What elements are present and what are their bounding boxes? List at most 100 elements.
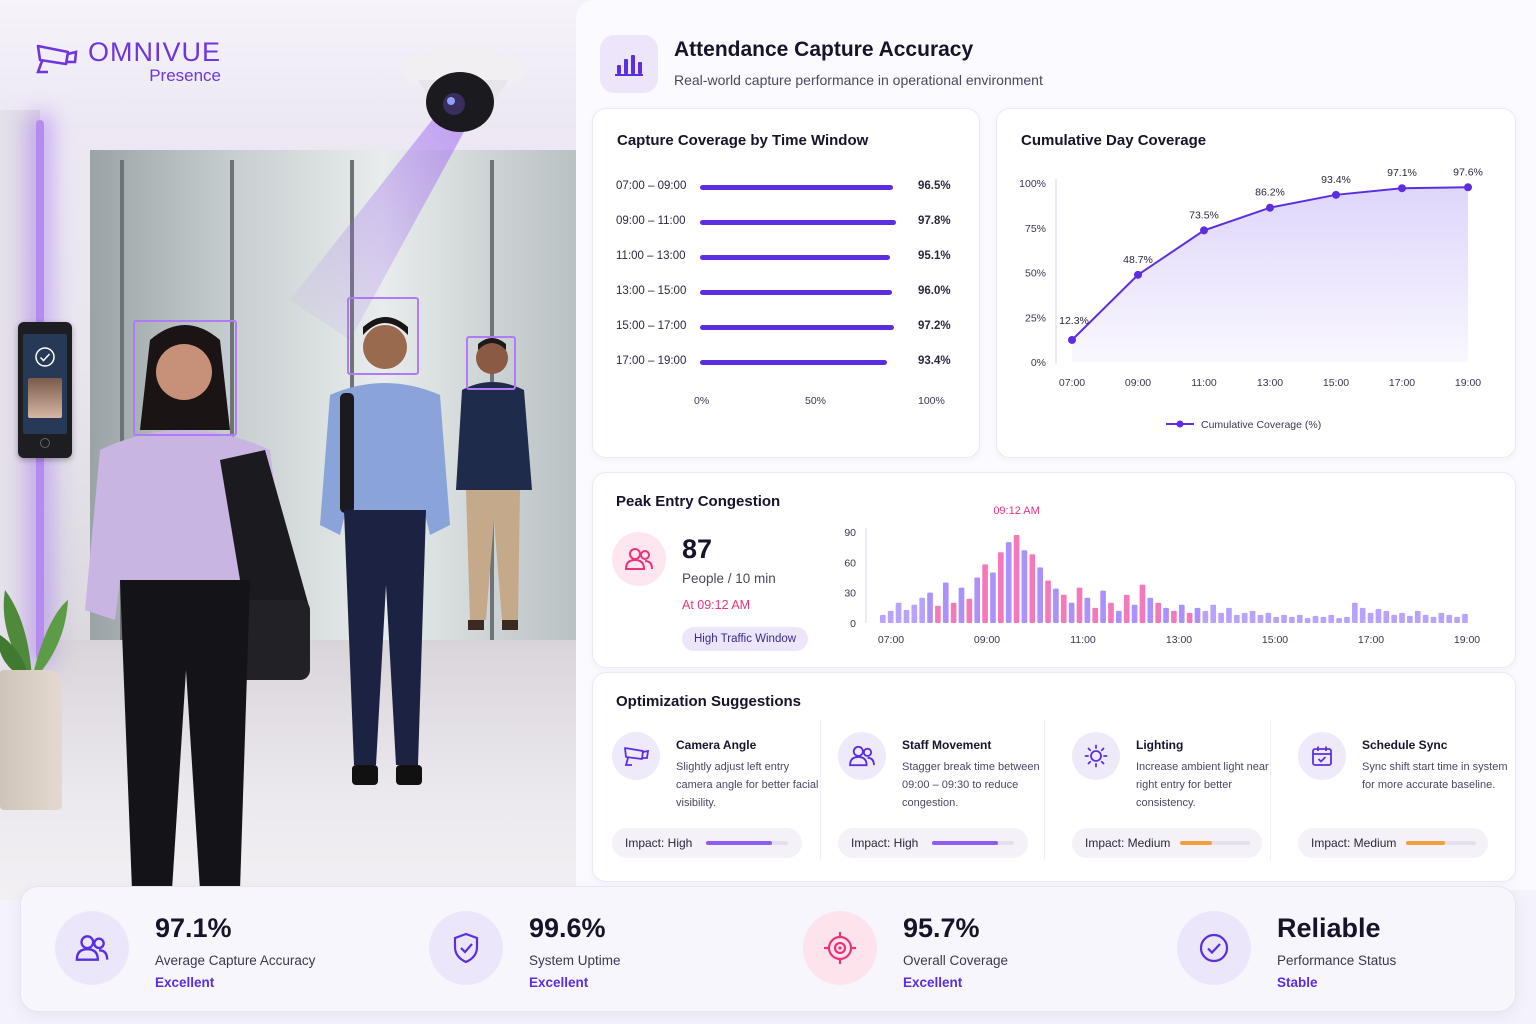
brand-name: OMNIVUE (88, 37, 222, 67)
histogram-bar (1430, 616, 1437, 623)
histogram-bar (1383, 610, 1390, 623)
kpi-icon-tile (55, 911, 129, 985)
histogram-bar (935, 605, 941, 623)
suggestion-desc: Sync shift start time in system for more… (1362, 761, 1508, 791)
kpi-value: Reliable (1277, 913, 1381, 943)
impact-pill: Impact: High (612, 828, 802, 858)
users-icon (75, 935, 109, 961)
suggestion-staff-movement[interactable]: Staff Movement Stagger break time betwee… (838, 720, 1058, 864)
x-tick: 11:00 (1191, 377, 1217, 389)
data-point (1200, 226, 1208, 235)
histogram-bar (1053, 588, 1059, 623)
bar-label: 11:00 – 13:00 (616, 250, 686, 262)
bar-track (700, 185, 900, 190)
impact-label: Impact: High (625, 836, 693, 850)
glass-frame (120, 160, 124, 660)
histogram-bar (1210, 604, 1217, 623)
histogram-bar (1186, 612, 1193, 623)
bar-row: 09:00 – 11:00 97.8% (616, 215, 956, 235)
x-tick: 07:00 (878, 634, 904, 646)
histogram-bar (1320, 616, 1327, 623)
suggestion-schedule-sync[interactable]: Schedule Sync Sync shift start time in s… (1298, 720, 1518, 864)
histogram-bar (1147, 597, 1154, 623)
high-traffic-badge: High Traffic Window (682, 627, 809, 651)
histogram-bar (950, 602, 957, 623)
histogram-bar (1375, 608, 1382, 623)
kpi-status: Excellent (155, 975, 215, 990)
histogram-bar (1029, 554, 1036, 623)
histogram-bar (1068, 602, 1075, 623)
histogram-bar (1438, 612, 1445, 623)
bar-label: 13:00 – 15:00 (616, 285, 687, 297)
histogram-bar (1399, 612, 1405, 623)
peak-label: 09:12 AM (993, 505, 1039, 517)
histogram-bar (1257, 614, 1264, 623)
area-fill (1072, 187, 1468, 362)
data-label: 86.2% (1255, 187, 1285, 199)
x-tick: 09:00 (974, 634, 1000, 646)
plant-pot (0, 670, 62, 810)
divider (1044, 720, 1045, 860)
header-icon-tile (600, 35, 658, 93)
x-tick: 19:00 (1454, 634, 1480, 646)
histogram-bar (1139, 584, 1146, 623)
brand-logo: OMNIVUE Presence (34, 38, 221, 86)
check-circle-icon (1199, 933, 1229, 963)
impact-bar (1406, 841, 1445, 845)
histogram-bar (1422, 614, 1429, 623)
bar-row: 07:00 – 09:00 96.5% (616, 180, 956, 200)
suggestion-lighting[interactable]: Lighting Increase ambient light near rig… (1072, 720, 1292, 864)
kpi-strip: 97.1% Average Capture Accuracy Excellent… (20, 886, 1516, 1012)
suggestion-title: Schedule Sync (1362, 738, 1448, 752)
check-circle-icon (35, 347, 55, 367)
histogram-bar (1249, 610, 1256, 623)
data-point (1464, 183, 1472, 192)
suggestion-title: Staff Movement (902, 738, 992, 752)
histogram-bar (1171, 610, 1177, 623)
suggestion-desc: Increase ambient light near right entry … (1136, 761, 1269, 809)
data-point (1332, 190, 1340, 199)
histogram-bar (880, 614, 886, 623)
bar-value-label: 95.1% (918, 250, 951, 262)
users-icon (849, 745, 875, 767)
kpi-value: 97.1% (155, 913, 232, 943)
histogram-bar (1218, 612, 1224, 623)
bar (700, 220, 896, 225)
legend-marker (1176, 420, 1184, 428)
data-label: 97.1% (1387, 167, 1417, 179)
page-subtitle: Real-world capture performance in operat… (674, 72, 1043, 88)
histogram-bar (1454, 616, 1460, 623)
plant-icon (0, 590, 68, 680)
impact-pill: Impact: High (838, 828, 1028, 858)
bar (700, 360, 887, 365)
cumulative-line-chart: 0% 25% 50% 75% 100% 12.3% 07:00 48.7% 09:00 73.5%… (1019, 166, 1483, 431)
histogram-bar (887, 610, 894, 623)
histogram-bar (1273, 616, 1279, 623)
peak-value: 87 (682, 534, 713, 564)
y-tick: 100% (1019, 178, 1046, 190)
histogram-bar (966, 598, 973, 623)
suggestion-desc: Slightly adjust left entry camera angle … (676, 761, 819, 809)
histogram-bar (1304, 617, 1311, 623)
bar (700, 255, 891, 260)
data-label: 93.4% (1321, 174, 1351, 186)
histogram-bar (1163, 607, 1169, 623)
impact-label: Impact: High (851, 836, 919, 850)
data-label: 97.6% (1453, 166, 1483, 178)
suggestion-camera-angle[interactable]: Camera Angle Slightly adjust left entry … (612, 720, 832, 864)
target-icon (824, 932, 856, 964)
histogram-bar (895, 602, 902, 623)
camera-beam (290, 110, 465, 340)
bar-label: 15:00 – 17:00 (616, 320, 687, 332)
histogram-bar (958, 587, 965, 623)
data-point (1134, 270, 1142, 279)
data-point (1266, 203, 1274, 212)
data-label: 48.7% (1123, 254, 1153, 266)
suggestion-icon-tile (1298, 732, 1346, 780)
histogram-bar (1289, 616, 1295, 623)
kpi-label: Overall Coverage (903, 953, 1009, 968)
cumulative-title: Cumulative Day Coverage (1021, 132, 1207, 149)
peak-title: Peak Entry Congestion (616, 493, 781, 510)
histogram-bar (1446, 614, 1453, 623)
bar-track (700, 360, 900, 365)
